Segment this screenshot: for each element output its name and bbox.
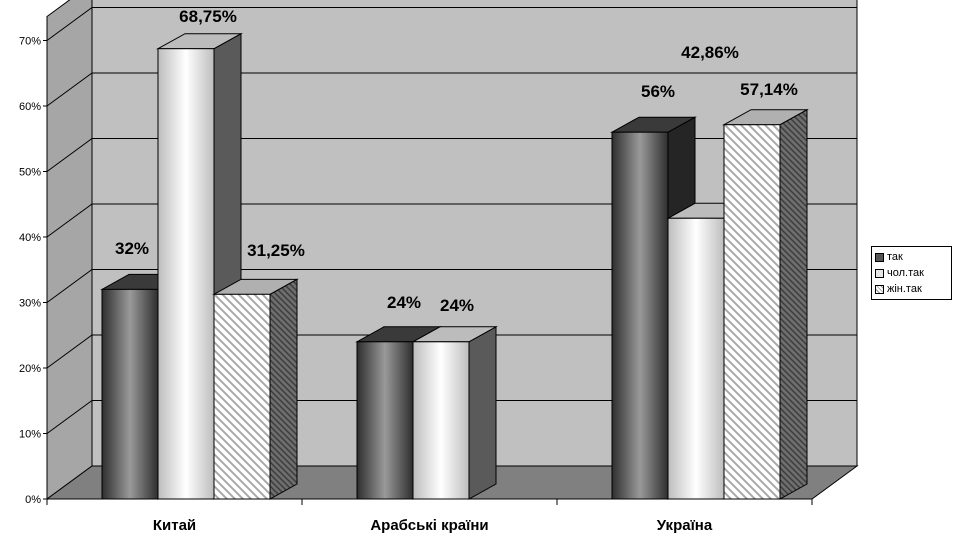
data-labels: 32% 68,75% 31,25% 24% 24% 56% 42,86%57,14% (115, 7, 798, 315)
data-label: 68,75% (179, 7, 237, 26)
legend-label: жін.так (887, 283, 922, 295)
legend-item-chol-tak: чол.так (875, 265, 948, 281)
bar-front (101, 288, 159, 500)
gridline (46, 334, 857, 369)
bar-zhin-tak (212, 278, 299, 500)
bar-front (611, 131, 669, 500)
data-label: 24% (387, 293, 421, 312)
bar-front (213, 293, 271, 500)
legend-swatch (875, 252, 884, 262)
data-label: 31,25% (247, 241, 305, 260)
legend-label: чол.так (887, 267, 924, 279)
bar-front (667, 217, 725, 500)
bar-front (157, 48, 215, 500)
bar-zhin-tak (722, 108, 809, 500)
bar-front (356, 341, 414, 500)
gridline (46, 269, 857, 303)
gridline (46, 72, 857, 107)
bar-front (723, 124, 781, 500)
data-label: 32% (115, 239, 149, 258)
legend-item-zhin-tak: жін.так (875, 281, 948, 297)
y-tick-label: 20% (19, 363, 41, 375)
data-label: 24% (440, 296, 474, 315)
legend-swatch (875, 268, 884, 278)
category-label: Україна (657, 517, 713, 534)
legend-item-tak: так (875, 249, 948, 265)
gridlines (46, 7, 857, 434)
bars (100, 32, 809, 500)
y-tick-label: 10% (19, 429, 41, 441)
bar-side (269, 278, 298, 500)
legend-swatch (875, 284, 884, 294)
bar-side (468, 325, 497, 500)
bar-front (412, 341, 470, 500)
gridline (46, 138, 857, 172)
data-label: 57,14% (740, 80, 798, 99)
side-wall (46, 0, 93, 500)
data-label: 56% (641, 82, 675, 101)
gridline (46, 400, 857, 434)
y-tick-label: 70% (19, 36, 41, 48)
gridline (46, 203, 857, 238)
y-tick-label: 50% (19, 167, 41, 179)
axes: 0% 10% 20% 30% 40% 50% 60% 70% Китай Арабські кра… (19, 16, 813, 534)
bar-chol-tak (411, 325, 498, 500)
gridline (46, 7, 857, 41)
data-label: 42,86% (681, 43, 739, 62)
y-tick-label: 30% (19, 298, 41, 310)
category-label: Китай (153, 517, 196, 534)
y-tick-label: 0% (25, 494, 41, 506)
category-label: Арабські країни (370, 517, 488, 534)
legend-label: так (887, 251, 903, 263)
legend: так чол.так жін.так (871, 246, 952, 300)
bar-side (779, 108, 808, 500)
y-tick-label: 60% (19, 101, 41, 113)
y-tick-label: 40% (19, 232, 41, 244)
